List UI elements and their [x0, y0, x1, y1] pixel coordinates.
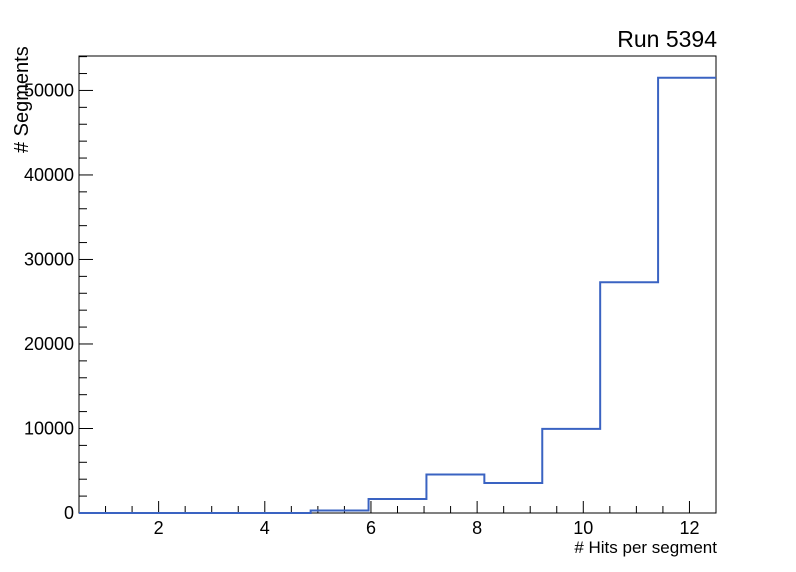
- x-tick-label: 2: [154, 518, 164, 538]
- x-tick-label: 8: [472, 518, 482, 538]
- y-tick-label: 0: [64, 503, 74, 523]
- x-tick-label: 12: [679, 518, 699, 538]
- y-tick-label: 30000: [24, 249, 74, 269]
- y-tick-label: 50000: [24, 80, 74, 100]
- chart-title: Run 5394: [617, 26, 717, 52]
- histogram-line: [79, 76, 716, 514]
- x-tick-label: 4: [260, 518, 270, 538]
- x-tick-label: 10: [573, 518, 593, 538]
- y-tick-label: 10000: [24, 418, 74, 438]
- y-tick-label: 20000: [24, 334, 74, 354]
- x-tick-label: 6: [366, 518, 376, 538]
- x-axis-title: # Hits per segment: [574, 538, 717, 557]
- plot-frame: [78, 55, 717, 514]
- y-tick-label: 40000: [24, 165, 74, 185]
